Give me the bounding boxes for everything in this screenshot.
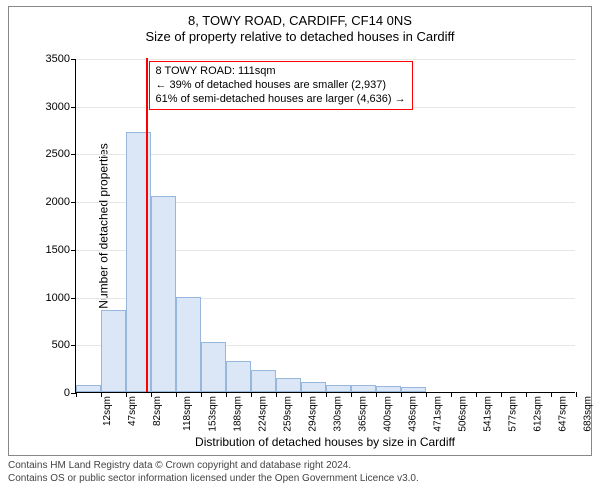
xtick-mark: [401, 392, 402, 397]
histogram-bar: [226, 361, 251, 392]
plot-inner: 050010001500200025003000350012sqm47sqm82…: [75, 59, 575, 393]
xtick-label: 471sqm: [433, 396, 444, 432]
xtick-mark: [201, 392, 202, 397]
xtick-label: 541sqm: [483, 396, 494, 432]
annotation-line: 61% of semi-detached houses are larger (…: [156, 93, 406, 107]
xtick-label: 647sqm: [558, 396, 569, 432]
xtick-label: 47sqm: [127, 396, 138, 426]
title-main: 8, TOWY ROAD, CARDIFF, CF14 0NS: [9, 13, 591, 29]
histogram-bar: [301, 382, 326, 392]
histogram-bar: [251, 370, 276, 392]
xtick-label: 506sqm: [458, 396, 469, 432]
gridline: [76, 59, 575, 60]
xtick-label: 294sqm: [308, 396, 319, 432]
xtick-label: 683sqm: [583, 396, 594, 432]
xtick-label: 12sqm: [102, 396, 113, 426]
xtick-label: 82sqm: [152, 396, 163, 426]
xtick-mark: [101, 392, 102, 397]
xtick-mark: [226, 392, 227, 397]
histogram-bar: [76, 385, 101, 392]
xtick-label: 188sqm: [233, 396, 244, 432]
figure-container: 8, TOWY ROAD, CARDIFF, CF14 0NS Size of …: [0, 0, 600, 500]
xtick-mark: [251, 392, 252, 397]
xtick-mark: [301, 392, 302, 397]
xtick-mark: [126, 392, 127, 397]
ytick-label: 1500: [46, 244, 76, 256]
xtick-label: 365sqm: [358, 396, 369, 432]
xtick-mark: [576, 392, 577, 397]
x-axis-title: Distribution of detached houses by size …: [75, 435, 575, 449]
annotation-box: 8 TOWY ROAD: 111sqm← 39% of detached hou…: [149, 61, 413, 110]
xtick-label: 259sqm: [283, 396, 294, 432]
xtick-label: 577sqm: [508, 396, 519, 432]
chart-frame: 8, TOWY ROAD, CARDIFF, CF14 0NS Size of …: [8, 6, 592, 456]
histogram-bar: [101, 310, 126, 392]
footer-line-2: Contains OS or public sector information…: [8, 473, 592, 486]
ytick-label: 3000: [46, 101, 76, 113]
xtick-mark: [376, 392, 377, 397]
xtick-mark: [551, 392, 552, 397]
histogram-bar: [401, 387, 426, 392]
footer-line-1: Contains HM Land Registry data © Crown c…: [8, 460, 592, 473]
ytick-label: 500: [52, 339, 76, 351]
xtick-mark: [176, 392, 177, 397]
ytick-label: 2500: [46, 148, 76, 160]
plot-area: 050010001500200025003000350012sqm47sqm82…: [75, 59, 575, 393]
histogram-bar: [176, 297, 201, 392]
xtick-mark: [526, 392, 527, 397]
xtick-mark: [351, 392, 352, 397]
ytick-label: 0: [64, 387, 76, 399]
xtick-mark: [451, 392, 452, 397]
xtick-label: 400sqm: [383, 396, 394, 432]
xtick-label: 118sqm: [182, 396, 193, 431]
xtick-label: 153sqm: [208, 396, 219, 432]
xtick-label: 612sqm: [533, 396, 544, 432]
histogram-bar: [201, 342, 226, 392]
xtick-mark: [476, 392, 477, 397]
annotation-line: 8 TOWY ROAD: 111sqm: [156, 65, 406, 79]
histogram-bar: [151, 196, 176, 392]
ytick-label: 2000: [46, 196, 76, 208]
xtick-mark: [276, 392, 277, 397]
annotation-line: ← 39% of detached houses are smaller (2,…: [156, 79, 406, 93]
xtick-mark: [76, 392, 77, 397]
xtick-mark: [426, 392, 427, 397]
xtick-mark: [151, 392, 152, 397]
histogram-bar: [376, 386, 401, 392]
xtick-label: 436sqm: [408, 396, 419, 432]
xtick-mark: [326, 392, 327, 397]
xtick-mark: [501, 392, 502, 397]
xtick-label: 330sqm: [333, 396, 344, 432]
histogram-bar: [351, 385, 376, 392]
title-sub: Size of property relative to detached ho…: [9, 29, 591, 45]
footer: Contains HM Land Registry data © Crown c…: [8, 460, 592, 485]
title-block: 8, TOWY ROAD, CARDIFF, CF14 0NS Size of …: [9, 7, 591, 46]
histogram-bar: [326, 385, 351, 392]
xtick-label: 224sqm: [258, 396, 269, 432]
ytick-label: 3500: [46, 53, 76, 65]
ytick-label: 1000: [46, 292, 76, 304]
histogram-bar: [276, 378, 301, 392]
